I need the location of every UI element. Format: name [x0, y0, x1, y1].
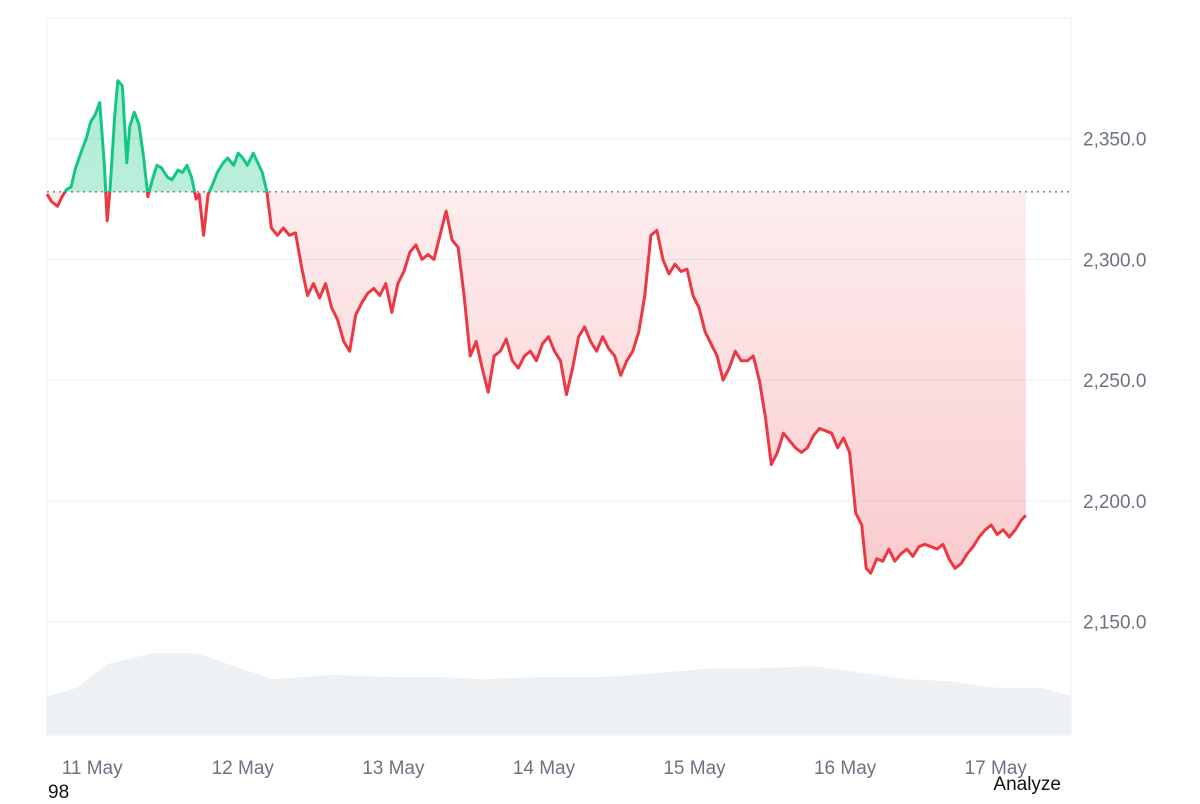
y-tick-label: 2,350.0 — [1083, 130, 1146, 151]
x-tick-label: 17 May — [965, 758, 1028, 779]
y-tick-label: 2,200.0 — [1083, 492, 1146, 513]
volume-area — [47, 653, 1071, 735]
volume-shape — [47, 653, 1071, 735]
x-tick-label: 15 May — [663, 758, 726, 779]
analyze-link[interactable]: Analyze — [993, 774, 1061, 795]
price-line — [45, 79, 1027, 575]
x-tick-label: 11 May — [62, 758, 123, 779]
area-below-baseline — [47, 191, 1026, 574]
x-tick-label: 16 May — [814, 758, 877, 779]
x-axis: 11 May 12 May 13 May 14 May 15 May 16 May 17 M… — [62, 758, 1028, 779]
x-tick-label: 13 May — [362, 758, 425, 779]
y-tick-label: 2,250.0 — [1083, 371, 1146, 392]
line-segment-down — [45, 191, 1027, 575]
x-tick-label: 14 May — [513, 758, 576, 779]
y-tick-label: 2,300.0 — [1083, 250, 1146, 271]
x-tick-label: 12 May — [212, 758, 275, 779]
footer-number: 98 — [48, 782, 70, 803]
y-tick-label: 2,150.0 — [1083, 613, 1146, 634]
price-area-fill — [47, 80, 1026, 574]
line-segment-up — [63, 79, 269, 192]
y-axis: 2,350.0 2,300.0 2,250.0 2,200.0 2,150.0 — [1083, 130, 1146, 634]
